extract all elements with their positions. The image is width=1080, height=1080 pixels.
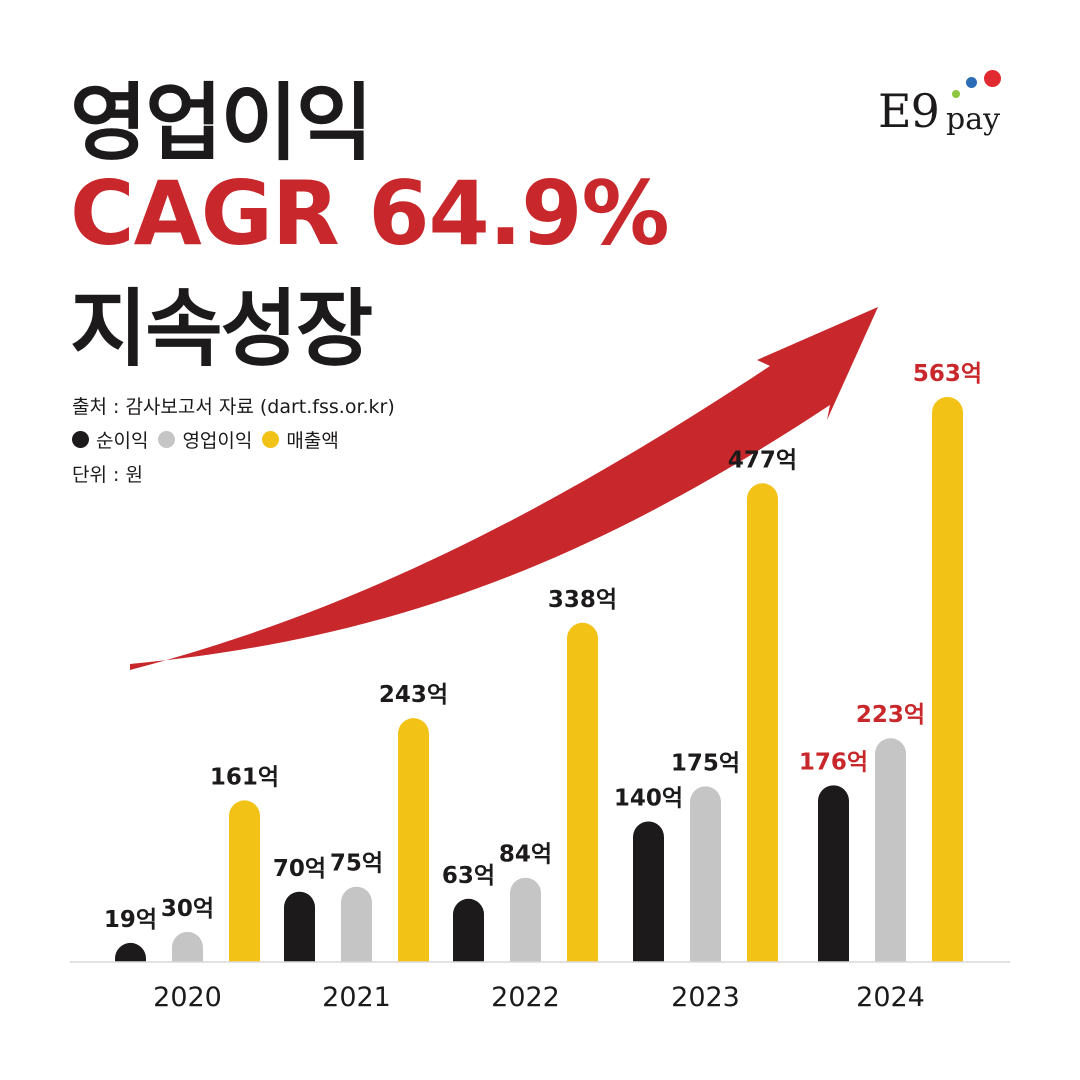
bar-revenue-2022 bbox=[567, 622, 598, 962]
value-label-operating-profit-2024: 223억 bbox=[856, 702, 925, 728]
legend-label: 매출액 bbox=[286, 430, 339, 452]
bar-revenue-2020 bbox=[229, 800, 260, 962]
value-label-operating-profit-2023: 175억 bbox=[671, 750, 740, 776]
tick-label-2024: 2024 bbox=[856, 982, 925, 1013]
cagr-headline: CAGR 64.9% bbox=[70, 162, 670, 265]
bar-operating-profit-2024 bbox=[875, 738, 906, 962]
value-label-revenue-2020: 161억 bbox=[210, 764, 279, 790]
bar-net-income-2022 bbox=[453, 898, 484, 962]
value-label-net-income-2021: 70억 bbox=[273, 856, 326, 882]
source-note: 출처 : 감사보고서 자료 (dart.fss.or.kr) bbox=[72, 396, 395, 418]
bar-net-income-2023 bbox=[633, 821, 664, 962]
legend-item-operating-profit: 영업이익 bbox=[158, 426, 252, 453]
e9pay-logo: E9 pay bbox=[878, 70, 1018, 140]
logo-red-dot bbox=[984, 70, 1001, 87]
tick-label-2020: 2020 bbox=[153, 982, 222, 1013]
legend-label: 영업이익 bbox=[182, 430, 253, 452]
value-label-revenue-2021: 243억 bbox=[379, 682, 448, 708]
growth-arrow-icon bbox=[130, 307, 878, 670]
bar-operating-profit-2020 bbox=[172, 931, 203, 962]
tick-label-2022: 2022 bbox=[491, 982, 560, 1013]
bar-operating-profit-2023 bbox=[690, 786, 721, 962]
value-label-net-income-2022: 63억 bbox=[442, 863, 495, 889]
tick-label-2021: 2021 bbox=[322, 982, 391, 1013]
value-label-net-income-2023: 140억 bbox=[614, 786, 683, 812]
bar-revenue-2023 bbox=[747, 483, 778, 962]
value-label-operating-profit-2020: 30억 bbox=[161, 896, 214, 922]
bar-operating-profit-2021 bbox=[341, 886, 372, 962]
legend: 순이익 영업이익 매출액 bbox=[72, 426, 349, 453]
logo-wordmark-sub: pay bbox=[946, 102, 1001, 137]
tick-label-2023: 2023 bbox=[671, 982, 740, 1013]
value-label-net-income-2020: 19억 bbox=[104, 907, 157, 933]
value-label-net-income-2024: 176억 bbox=[799, 749, 868, 775]
title-line-3: 지속성장 bbox=[70, 280, 373, 378]
legend-black-dot bbox=[72, 431, 89, 448]
logo-green-dot bbox=[952, 90, 960, 98]
unit-note: 단위 : 원 bbox=[72, 464, 143, 486]
value-label-revenue-2023: 477억 bbox=[728, 447, 797, 473]
bars-group bbox=[115, 396, 963, 962]
bar-revenue-2024 bbox=[932, 396, 963, 962]
legend-gray-dot bbox=[158, 431, 176, 448]
logo-wordmark: E9 bbox=[878, 84, 940, 138]
legend-yellow-dot bbox=[262, 431, 280, 448]
bar-operating-profit-2022 bbox=[510, 877, 541, 962]
legend-item-revenue: 매출액 bbox=[262, 426, 339, 453]
x-axis-tick-labels: 2020 2021 2022 2023 2024 bbox=[153, 982, 925, 1013]
legend-item-net-income: 순이익 bbox=[72, 426, 148, 453]
bar-net-income-2021 bbox=[284, 891, 315, 962]
bar-revenue-2021 bbox=[398, 718, 429, 962]
title-line-1: 영업이익 bbox=[70, 74, 373, 172]
value-label-revenue-2024: 563억 bbox=[913, 361, 982, 387]
bar-net-income-2024 bbox=[818, 785, 849, 962]
value-label-operating-profit-2021: 75억 bbox=[330, 851, 383, 877]
legend-label: 순이익 bbox=[96, 430, 149, 452]
value-label-operating-profit-2022: 84억 bbox=[499, 842, 552, 868]
value-label-revenue-2022: 338억 bbox=[548, 587, 617, 613]
logo-blue-dot bbox=[966, 77, 977, 88]
bar-net-income-2020 bbox=[115, 942, 146, 962]
